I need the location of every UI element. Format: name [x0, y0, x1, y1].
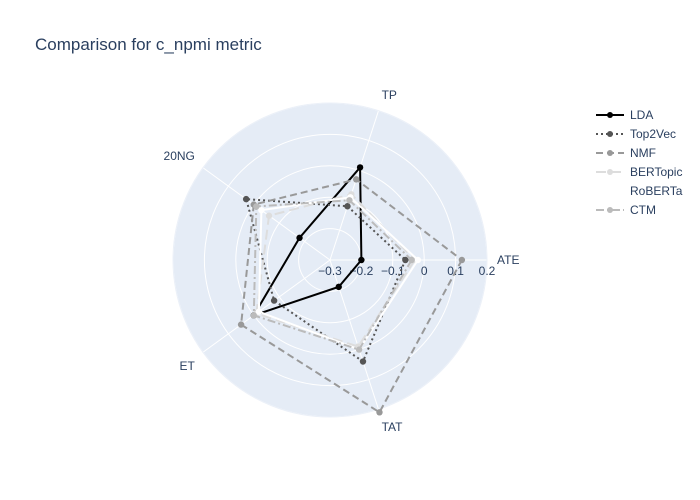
data-point: [376, 409, 383, 416]
data-point: [346, 197, 353, 204]
angular-axis-label: ATE: [497, 253, 519, 267]
angular-axis-label: ET: [180, 359, 196, 373]
data-point: [352, 176, 360, 183]
legend-item-top2vec[interactable]: Top2Vec: [596, 127, 676, 141]
radial-tick-label: −0.3: [318, 264, 342, 278]
legend-label: NMF: [630, 146, 656, 160]
legend-item-lda[interactable]: LDA: [596, 108, 653, 122]
legend[interactable]: LDA Top2Vec NMF BERTopic RoBERTa CTM: [596, 108, 683, 217]
legend-marker-swatch: [607, 131, 613, 137]
data-point: [358, 256, 365, 264]
series-line: [240, 178, 463, 414]
data-point: [253, 203, 260, 210]
series-line: [255, 193, 416, 348]
data-point: [344, 203, 351, 210]
legend-item-nmf[interactable]: NMF: [596, 146, 656, 160]
legend-item-bertopic[interactable]: BERTopic: [596, 165, 682, 179]
chart-title: Comparison for c_npmi metric: [35, 35, 262, 54]
legend-label: RoBERTa: [630, 184, 683, 198]
legend-marker-swatch: [607, 207, 613, 213]
data-point: [265, 212, 273, 219]
data-point: [414, 256, 422, 264]
legend-label: BERTopic: [630, 165, 682, 179]
angular-axis-label: TP: [382, 88, 397, 102]
legend-item-roberta[interactable]: RoBERTa: [596, 184, 683, 198]
data-point: [255, 308, 263, 315]
legend-marker-swatch: [607, 150, 613, 156]
series-nmf: [237, 176, 466, 416]
legend-marker-swatch: [607, 112, 613, 118]
legend-item-ctm[interactable]: CTM: [596, 203, 656, 217]
series-line: [252, 199, 413, 351]
angular-axis-label: 20NG: [164, 149, 195, 163]
data-point: [335, 283, 342, 291]
data-point: [237, 321, 245, 328]
data-point: [250, 312, 257, 319]
data-point: [402, 256, 409, 264]
data-point: [242, 195, 250, 203]
polar-border: [172, 102, 488, 418]
series-line: [251, 164, 363, 318]
series-ctm: [250, 197, 415, 353]
series-traces: [237, 164, 466, 416]
angular-axis-label: TAT: [382, 420, 404, 434]
legend-label: Top2Vec: [630, 127, 676, 141]
data-point: [258, 206, 265, 214]
data-point: [458, 256, 466, 264]
radial-tick-label: 0.2: [479, 264, 496, 278]
legend-marker-swatch: [607, 169, 613, 175]
legend-marker-swatch: [607, 188, 613, 194]
data-point: [270, 297, 278, 304]
radial-tick-label: 0: [421, 264, 428, 278]
data-point: [359, 358, 367, 365]
angular-gridline: [329, 110, 379, 261]
data-point: [408, 256, 415, 264]
legend-label: LDA: [630, 108, 653, 122]
data-point: [355, 346, 363, 353]
data-point: [296, 234, 303, 242]
angular-gridline: [202, 259, 331, 353]
data-point: [356, 164, 364, 171]
legend-label: CTM: [630, 203, 656, 217]
